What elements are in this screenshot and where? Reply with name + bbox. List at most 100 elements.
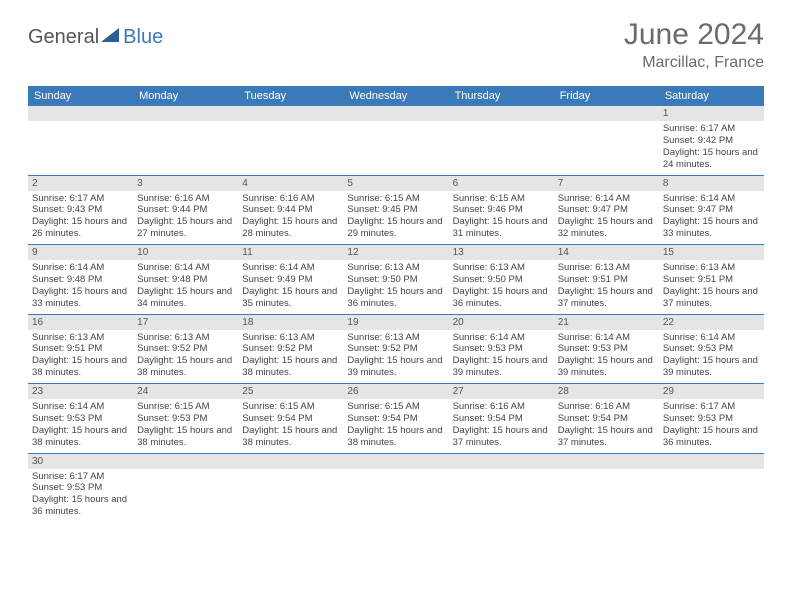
sunrise-line: Sunrise: 6:17 AM	[32, 193, 129, 205]
sunset-line: Sunset: 9:49 PM	[242, 274, 339, 286]
daylight-line: Daylight: 15 hours and 38 minutes.	[242, 355, 339, 379]
weekday-saturday: Saturday	[659, 86, 764, 106]
sunset-line: Sunset: 9:50 PM	[347, 274, 444, 286]
empty-cell	[238, 106, 343, 175]
day-body	[343, 469, 448, 519]
day-number: 2	[28, 176, 133, 191]
sunrise-line: Sunrise: 6:14 AM	[242, 262, 339, 274]
sunset-line: Sunset: 9:42 PM	[663, 135, 760, 147]
day-number	[343, 454, 448, 469]
daylight-line: Daylight: 15 hours and 27 minutes.	[137, 216, 234, 240]
empty-cell	[659, 454, 764, 523]
sunrise-line: Sunrise: 6:13 AM	[663, 262, 760, 274]
calendar: Sunday Monday Tuesday Wednesday Thursday…	[28, 86, 764, 522]
daylight-line: Daylight: 15 hours and 36 minutes.	[347, 286, 444, 310]
sunset-line: Sunset: 9:45 PM	[347, 204, 444, 216]
sunrise-line: Sunrise: 6:16 AM	[453, 401, 550, 413]
day-cell: 26Sunrise: 6:15 AMSunset: 9:54 PMDayligh…	[343, 384, 448, 453]
daylight-line: Daylight: 15 hours and 37 minutes.	[558, 425, 655, 449]
sunset-line: Sunset: 9:53 PM	[453, 343, 550, 355]
sunset-line: Sunset: 9:54 PM	[453, 413, 550, 425]
day-body: Sunrise: 6:14 AMSunset: 9:53 PMDaylight:…	[554, 330, 659, 384]
daylight-line: Daylight: 15 hours and 38 minutes.	[242, 425, 339, 449]
empty-cell	[133, 454, 238, 523]
day-cell: 1 Sunrise: 6:17 AMSunset: 9:42 PMDaylight…	[659, 106, 764, 175]
daylight-line: Daylight: 15 hours and 39 minutes.	[558, 355, 655, 379]
day-number	[133, 454, 238, 469]
weekday-tuesday: Tuesday	[238, 86, 343, 106]
sunrise-line: Sunrise: 6:15 AM	[137, 401, 234, 413]
header: General Blue June 2024 Marcillac, France	[0, 0, 792, 80]
day-body: Sunrise: 6:13 AMSunset: 9:51 PMDaylight:…	[554, 260, 659, 314]
sunset-line: Sunset: 9:53 PM	[32, 413, 129, 425]
day-body: Sunrise: 6:15 AMSunset: 9:45 PMDaylight:…	[343, 191, 448, 245]
daylight-line: Daylight: 15 hours and 38 minutes.	[137, 425, 234, 449]
day-body	[238, 121, 343, 171]
sunrise-line: Sunrise: 6:13 AM	[347, 262, 444, 274]
sunset-line: Sunset: 9:52 PM	[347, 343, 444, 355]
daylight-line: Daylight: 15 hours and 28 minutes.	[242, 216, 339, 240]
sunrise-line: Sunrise: 6:17 AM	[663, 123, 760, 135]
sunset-line: Sunset: 9:48 PM	[32, 274, 129, 286]
sunrise-line: Sunrise: 6:14 AM	[663, 332, 760, 344]
logo: General Blue	[28, 26, 163, 49]
day-number: 22	[659, 315, 764, 330]
day-number: 10	[133, 245, 238, 260]
day-body: Sunrise: 6:15 AMSunset: 9:46 PMDaylight:…	[449, 191, 554, 245]
day-number: 6	[449, 176, 554, 191]
daylight-line: Daylight: 15 hours and 39 minutes.	[347, 355, 444, 379]
day-number	[554, 454, 659, 469]
day-number: 13	[449, 245, 554, 260]
day-body: Sunrise: 6:15 AMSunset: 9:54 PMDaylight:…	[343, 399, 448, 453]
day-body	[554, 469, 659, 519]
day-cell: 18Sunrise: 6:13 AMSunset: 9:52 PMDayligh…	[238, 315, 343, 384]
day-body: Sunrise: 6:15 AMSunset: 9:54 PMDaylight:…	[238, 399, 343, 453]
week-row: 2 Sunrise: 6:17 AMSunset: 9:43 PM Daylight…	[28, 176, 764, 246]
logo-text-general: General	[28, 26, 99, 49]
daylight-line: Daylight: 15 hours and 29 minutes.	[347, 216, 444, 240]
day-body: Sunrise: 6:14 AMSunset: 9:48 PMDaylight:…	[133, 260, 238, 314]
day-cell: 24Sunrise: 6:15 AMSunset: 9:53 PMDayligh…	[133, 384, 238, 453]
month-title: June 2024	[624, 18, 764, 52]
day-cell: 11Sunrise: 6:14 AMSunset: 9:49 PMDayligh…	[238, 245, 343, 314]
sunset-line: Sunset: 9:52 PM	[242, 343, 339, 355]
day-number	[28, 106, 133, 121]
sunset-line: Sunset: 9:46 PM	[453, 204, 550, 216]
empty-cell	[238, 454, 343, 523]
daylight-line: Daylight: 15 hours and 37 minutes.	[663, 286, 760, 310]
day-number: 5	[343, 176, 448, 191]
day-cell: 15Sunrise: 6:13 AMSunset: 9:51 PMDayligh…	[659, 245, 764, 314]
daylight-line: Daylight: 15 hours and 24 minutes.	[663, 147, 760, 171]
sunset-line: Sunset: 9:54 PM	[347, 413, 444, 425]
daylight-line: Daylight: 15 hours and 34 minutes.	[137, 286, 234, 310]
weekday-header-row: Sunday Monday Tuesday Wednesday Thursday…	[28, 86, 764, 106]
day-number	[449, 106, 554, 121]
daylight-line: Daylight: 15 hours and 37 minutes.	[558, 286, 655, 310]
sunrise-line: Sunrise: 6:13 AM	[242, 332, 339, 344]
sunrise-line: Sunrise: 6:17 AM	[663, 401, 760, 413]
sunrise-line: Sunrise: 6:15 AM	[347, 193, 444, 205]
day-cell: 3Sunrise: 6:16 AMSunset: 9:44 PMDaylight…	[133, 176, 238, 245]
daylight-line: Daylight: 15 hours and 37 minutes.	[453, 425, 550, 449]
day-body: Sunrise: 6:14 AMSunset: 9:53 PMDaylight:…	[659, 330, 764, 384]
day-number: 1	[659, 106, 764, 121]
sunset-line: Sunset: 9:48 PM	[137, 274, 234, 286]
day-cell: 10Sunrise: 6:14 AMSunset: 9:48 PMDayligh…	[133, 245, 238, 314]
sunset-line: Sunset: 9:43 PM	[32, 204, 129, 216]
day-number	[343, 106, 448, 121]
day-number: 16	[28, 315, 133, 330]
day-body: Sunrise: 6:16 AMSunset: 9:54 PMDaylight:…	[554, 399, 659, 453]
day-body	[238, 469, 343, 519]
day-number: 25	[238, 384, 343, 399]
daylight-line: Daylight: 15 hours and 33 minutes.	[32, 286, 129, 310]
day-number: 11	[238, 245, 343, 260]
day-body: Sunrise: 6:13 AMSunset: 9:50 PMDaylight:…	[449, 260, 554, 314]
daylight-line: Daylight: 15 hours and 38 minutes.	[32, 355, 129, 379]
sunset-line: Sunset: 9:54 PM	[242, 413, 339, 425]
day-body	[133, 121, 238, 171]
logo-text-blue: Blue	[123, 26, 163, 49]
sunset-line: Sunset: 9:54 PM	[558, 413, 655, 425]
sunset-line: Sunset: 9:53 PM	[663, 343, 760, 355]
day-number: 7	[554, 176, 659, 191]
sunrise-line: Sunrise: 6:16 AM	[242, 193, 339, 205]
